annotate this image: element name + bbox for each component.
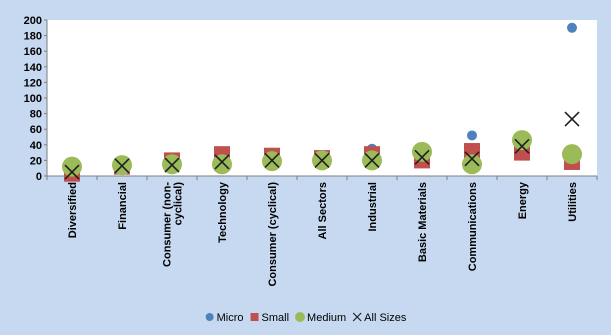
medium-point [512,130,532,151]
y-tick-label: 80 [30,109,42,121]
x-tick-label-line: Consumer (non- [162,182,174,267]
x-marker-stroke [352,312,362,322]
x-marker-stroke [264,152,280,168]
medium-point [562,144,582,165]
x-tick-label: Industrial [367,182,379,232]
x-tick-label: Energy [517,181,529,219]
x-tick-label-line: Utilities [567,182,579,222]
micro-point [567,22,577,33]
x-marker-stroke [364,152,380,168]
all-sizes-point [264,152,280,168]
y-tick-label: 140 [24,62,42,74]
legend-marker-medium [295,312,306,322]
legend-item: All Sizes [352,312,407,324]
all-sizes-point [464,151,480,167]
medium-point [462,154,482,175]
medium-point [412,141,432,162]
x-marker-stroke [64,164,80,180]
medium-point [62,156,82,177]
x-marker-stroke [214,154,230,170]
all-sizes-point [514,138,530,154]
x-tick-label: Communications [467,182,479,271]
x-tick-label-line: Communications [467,182,479,271]
all-sizes-point [114,158,130,174]
x-tick-label: Financial [117,182,129,230]
x-tick-label-line: Financial [117,182,129,230]
legend-label: Small [262,312,290,324]
y-tick-label: 60 [30,124,42,136]
x-tick-label: Consumer (cyclical) [267,182,279,287]
x-tick-label-line: All Sectors [317,182,329,239]
legend-marker-all-sizes [352,312,362,322]
all-sizes-point [564,111,580,127]
x-tick-label-line: Energy [517,181,529,219]
y-tick-label: 40 [30,140,42,152]
x-marker-stroke [564,111,580,127]
plot-area [47,20,597,176]
y-axis: 0 20 40 60 80 100 120 140 160 180 200 [24,15,48,183]
y-tick-label: 20 [30,155,42,167]
y-tick-label: 0 [36,171,42,183]
x-marker-stroke [414,149,430,165]
all-sizes-point [414,149,430,165]
y-tick-label: 180 [24,31,42,43]
x-marker-stroke [314,152,330,168]
all-sizes-point [314,152,330,168]
legend-marker-micro [205,313,214,321]
x-axis: Diversified Financial Consumer (non-cyclic… [46,175,598,287]
x-tick-label-line: Basic Materials [417,182,429,262]
x-tick-label-line: Industrial [367,182,379,232]
x-tick-label-line: cyclical) [173,182,185,226]
legend-item: Small [250,312,290,324]
x-tick-label: All Sectors [317,182,329,239]
y-tick-label: 200 [24,15,42,27]
x-tick-label-line: Consumer (cyclical) [267,182,279,287]
x-tick-label: Utilities [567,182,579,222]
all-sizes-point [364,152,380,168]
x-tick-label-line: Technology [217,181,229,243]
y-tick-label: 160 [24,46,42,58]
y-tick-label: 120 [24,77,42,89]
x-tick-label: Diversified [67,182,79,238]
all-sizes-point [64,164,80,180]
x-tick-label: Consumer (non-cyclical) [162,182,185,267]
x-tick-label: Technology [217,181,229,243]
legend-label: All Sizes [364,312,407,324]
legend-label: Micro [217,312,244,324]
medium-point [212,154,232,175]
data-marks [62,22,582,182]
x-tick-label-line: Diversified [67,182,79,238]
y-tick-label: 100 [24,93,42,105]
all-sizes-point [214,154,230,170]
micro-point [467,130,477,141]
x-marker-stroke [464,151,480,167]
legend: Micro Small Medium All Sizes [205,312,407,324]
x-tick-label: Basic Materials [417,182,429,262]
legend-item: Medium [295,312,346,324]
legend-label: Medium [307,312,346,324]
x-marker-stroke [514,138,530,154]
legend-item: Micro [205,312,244,324]
legend-marker-small [250,313,259,321]
x-marker-stroke [114,158,130,174]
x-marker-stroke [164,157,180,173]
all-sizes-point [164,157,180,173]
